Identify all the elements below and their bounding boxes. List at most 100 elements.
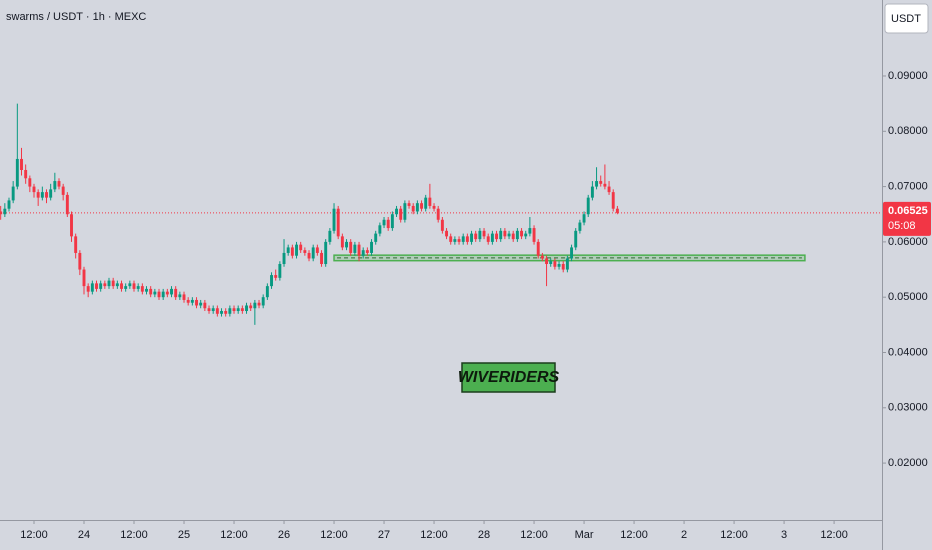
candle-body [15,158,19,187]
x-tick-label: 12:00 [820,529,848,541]
candle-body [420,203,423,209]
candle-body [274,275,278,278]
candle-body [482,230,486,237]
watermark-box [461,362,556,393]
candle-body [195,299,198,306]
candle-body [74,236,78,253]
candle-body [299,244,303,251]
candle-body [199,302,203,306]
candle-body [182,294,186,300]
candle-body [361,250,365,256]
candle-body [395,208,398,215]
candle-body [465,236,469,242]
candle-body [565,258,569,270]
candle-body [382,219,386,226]
candle-body [70,214,73,237]
candle-body [386,219,390,229]
candle-body [228,308,232,314]
candle-body [428,197,432,206]
y-tick-label: 0.07000 [888,180,928,192]
x-tick-label: 24 [78,529,90,541]
candle-body [153,291,157,295]
candle-body [3,208,7,215]
candle-body [36,192,40,198]
candle-body [149,288,153,295]
candle-body [86,286,90,292]
candle-body [203,302,207,309]
candle-body [140,286,144,292]
y-tick-label: 0.04000 [888,346,928,358]
candle-body [103,283,107,287]
x-tick-label: 12:00 [120,529,148,541]
candle-body [599,181,603,184]
y-tick-label: 0.02000 [888,457,928,469]
candle-body [157,291,161,298]
candle-body [240,308,244,312]
candle-body [161,291,165,298]
candle-body [165,291,169,295]
candle-body [415,203,419,212]
candle-body [49,189,53,198]
candle-body [490,233,494,242]
candle-body [407,203,411,206]
candle-body [95,283,98,289]
candle-body [320,252,323,265]
candle-body [132,283,136,289]
candle-body [245,305,248,312]
candle-body [607,186,611,193]
candle-body [236,308,240,312]
candle-body [190,299,194,303]
candle-body [224,311,228,314]
y-tick-label: 0.09000 [888,70,928,82]
y-tick-label: 0.06000 [888,236,928,248]
candle-body [124,286,128,289]
candle-body [32,186,36,193]
x-tick-label: Mar [575,529,594,541]
candle-body [115,283,119,287]
candle-body [290,247,294,256]
candle-body [520,230,524,237]
candle-body [545,258,549,265]
candle-body [453,239,457,242]
candle-body [53,181,57,190]
watermark-text: WIVERIDERS [458,369,560,386]
candle-body [436,208,440,220]
x-tick-label: 12:00 [220,529,248,541]
candle-body [611,192,615,209]
candle-body [128,283,132,287]
y-tick-label: 0.05000 [888,291,928,303]
candle-body [178,294,182,298]
candle-body [249,305,253,309]
x-tick-label: 12:00 [520,529,548,541]
candle-body [403,203,407,220]
candle-body [370,241,373,253]
candle-body [340,236,344,248]
candle-body [315,247,319,253]
candle-body [186,299,190,303]
candle-body [20,158,23,170]
y-tick-label: 0.08000 [888,125,928,137]
chart-title: swarms / USDT · 1h · MEXC [6,11,146,23]
candle-body [399,208,403,220]
x-tick-label: 3 [781,529,787,541]
candle-body [449,236,453,242]
candle-body [503,230,507,237]
currency-button[interactable] [884,3,929,34]
candle-body [474,233,478,240]
candle-body [278,264,282,278]
candle-body [307,252,311,259]
currency-label[interactable]: USDT [891,13,921,25]
candle-body [378,225,382,234]
x-tick-label: 12:00 [320,529,348,541]
candle-body [336,208,340,237]
candle-body [345,241,348,248]
x-tick-label: 12:00 [620,529,648,541]
candle-body [65,194,69,215]
candle-body [524,233,528,237]
candle-body [432,205,436,209]
candle-body [365,250,369,253]
candle-body [24,169,28,179]
candle-body [145,288,148,292]
